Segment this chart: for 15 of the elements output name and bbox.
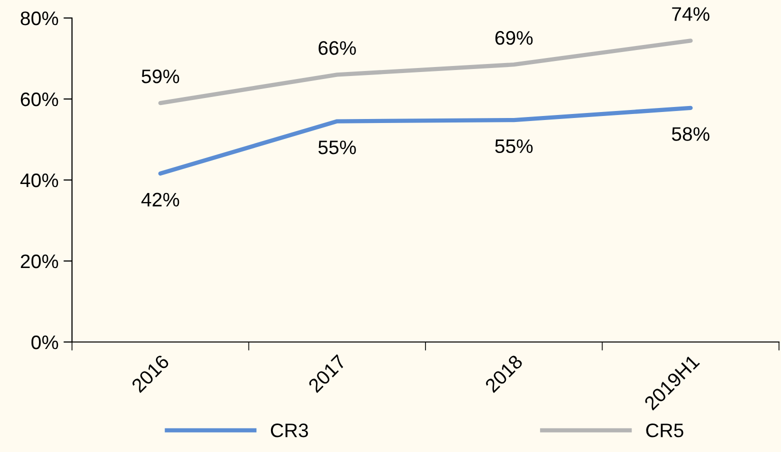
legend-label: CR3: [270, 424, 308, 438]
y-tick-label: 0%: [31, 335, 58, 350]
y-tick-label: 80%: [20, 11, 58, 26]
data-label: 55%: [318, 140, 356, 154]
data-label: 74%: [672, 7, 710, 21]
data-label: 55%: [495, 139, 533, 154]
y-tick-label: 40%: [20, 173, 58, 188]
legend-label: CR5: [646, 424, 684, 438]
y-tick-label: 20%: [20, 254, 58, 268]
data-label: 69%: [495, 31, 533, 45]
data-label: 66%: [318, 41, 356, 55]
y-tick-label: 60%: [20, 92, 58, 106]
data-label: 58%: [672, 127, 710, 141]
data-label: 59%: [142, 70, 180, 84]
data-label: 42%: [141, 192, 180, 206]
